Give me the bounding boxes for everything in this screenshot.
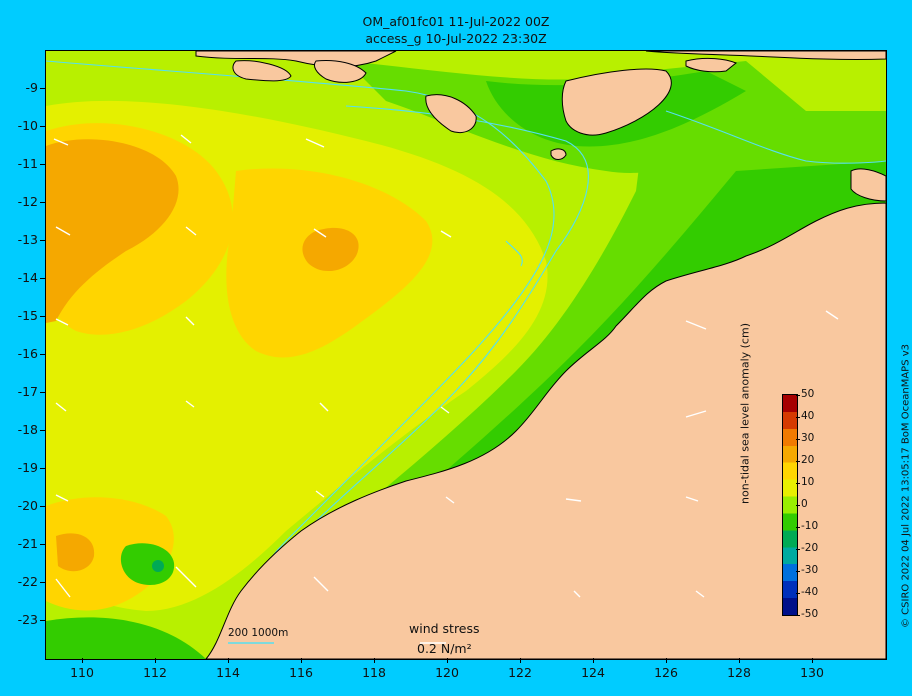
lon-tick	[739, 658, 740, 663]
colorbar-label: -30	[801, 564, 819, 576]
lon-label-126: 126	[654, 665, 678, 680]
lon-tick	[155, 658, 156, 663]
colorbar-label: 30	[801, 432, 815, 444]
anomaly-region-southwest-low	[46, 617, 206, 659]
lat-tick	[40, 468, 45, 469]
anomaly-eddy-low	[120, 543, 175, 585]
map-area[interactable]	[45, 50, 887, 660]
lon-label-130: 130	[800, 665, 824, 680]
lon-label-120: 120	[435, 665, 459, 680]
colorbar-tick	[796, 571, 800, 572]
lon-tick	[666, 658, 667, 663]
lon-tick	[228, 658, 229, 663]
north-islands	[195, 51, 886, 202]
lat-tick	[40, 544, 45, 545]
lat-label-16: -16	[17, 346, 38, 361]
lon-tick	[520, 658, 521, 663]
lat-tick	[40, 392, 45, 393]
lat-tick	[40, 126, 45, 127]
lat-label-9: -9	[25, 80, 38, 95]
wind-arrows	[53, 134, 839, 598]
lat-label-18: -18	[17, 422, 38, 437]
lat-tick	[40, 506, 45, 507]
lat-tick	[40, 620, 45, 621]
colorbar-label: -40	[801, 586, 819, 598]
colorbar-tick	[796, 483, 800, 484]
depth-scale-label: 200 1000m	[228, 627, 289, 639]
lat-tick	[40, 430, 45, 431]
lon-label-114: 114	[216, 665, 240, 680]
lat-label-13: -13	[17, 232, 38, 247]
lon-label-124: 124	[581, 665, 605, 680]
colorbar-tick	[796, 461, 800, 462]
colorbar-tick	[796, 549, 800, 550]
lat-label-11: -11	[17, 156, 38, 171]
lon-tick	[447, 658, 448, 663]
colorbar-tick	[796, 417, 800, 418]
lon-label-122: 122	[508, 665, 532, 680]
colorbar-label: 50	[801, 388, 815, 400]
colorbar-label: -50	[801, 608, 819, 620]
colorbar-tick	[796, 615, 800, 616]
lat-label-19: -19	[17, 460, 38, 475]
colorbar-tick	[796, 527, 800, 528]
colorbar-label: 10	[801, 476, 815, 488]
lon-label-118: 118	[362, 665, 386, 680]
colorbar-tick	[796, 593, 800, 594]
sea-level-map	[46, 51, 886, 659]
anomaly-core-west	[46, 139, 179, 323]
lon-tick	[82, 658, 83, 663]
colorbar-tick	[796, 439, 800, 440]
colorbar-tick	[796, 395, 800, 396]
lon-tick	[812, 658, 813, 663]
mainland-land	[205, 202, 886, 659]
lat-label-10: -10	[17, 118, 38, 133]
anomaly-core-central	[302, 227, 359, 272]
lat-label-23: -23	[17, 612, 38, 627]
colorbar-label: -10	[801, 520, 819, 532]
lat-tick	[40, 316, 45, 317]
lat-label-21: -21	[17, 536, 38, 551]
lat-label-12: -12	[17, 194, 38, 209]
lat-label-20: -20	[17, 498, 38, 513]
lat-tick	[40, 202, 45, 203]
colorbar-label: -20	[801, 542, 819, 554]
lon-label-112: 112	[143, 665, 167, 680]
map-title-line2: access_g 10-Jul-2022 23:30Z	[365, 31, 547, 46]
lat-label-17: -17	[17, 384, 38, 399]
anomaly-eddy-core	[152, 560, 164, 572]
lat-tick	[40, 164, 45, 165]
wind-stress-legend-value: 0.2 N/m²	[417, 641, 472, 656]
colorbar-title: non-tidal sea level anomaly (cm)	[738, 323, 752, 504]
lon-label-116: 116	[289, 665, 313, 680]
lat-tick	[40, 582, 45, 583]
copyright-text: © CSIRO 2022 04 Jul 2022 13:05:17 BoM Oc…	[900, 343, 912, 629]
lon-label-128: 128	[727, 665, 751, 680]
lat-tick	[40, 240, 45, 241]
colorbar-label: 0	[801, 498, 808, 510]
lon-tick	[374, 658, 375, 663]
map-title-line1: OM_af01fc01 11-Jul-2022 00Z	[362, 14, 550, 29]
colorbar-tick	[796, 505, 800, 506]
wind-stress-legend-title: wind stress	[409, 621, 480, 636]
anomaly-core-southwest	[56, 533, 95, 572]
lat-label-22: -22	[17, 574, 38, 589]
lat-tick	[40, 354, 45, 355]
lon-tick	[301, 658, 302, 663]
lat-tick	[40, 88, 45, 89]
lat-tick	[40, 278, 45, 279]
colorbar-label: 40	[801, 410, 815, 422]
colorbar-label: 20	[801, 454, 815, 466]
lat-label-14: -14	[17, 270, 38, 285]
lon-tick	[593, 658, 594, 663]
lon-label-110: 110	[70, 665, 94, 680]
lat-label-15: -15	[17, 308, 38, 323]
